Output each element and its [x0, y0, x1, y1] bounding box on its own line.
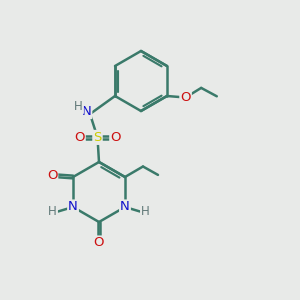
Text: N: N: [68, 200, 78, 214]
Text: H: H: [141, 205, 150, 218]
Text: H: H: [74, 100, 83, 113]
Text: O: O: [110, 131, 121, 144]
Text: O: O: [74, 131, 85, 144]
Text: N: N: [120, 200, 130, 214]
Text: N: N: [82, 105, 91, 118]
Text: O: O: [180, 91, 191, 104]
Text: O: O: [47, 169, 57, 182]
Text: H: H: [48, 205, 57, 218]
Text: O: O: [94, 236, 104, 250]
Text: S: S: [93, 131, 102, 144]
